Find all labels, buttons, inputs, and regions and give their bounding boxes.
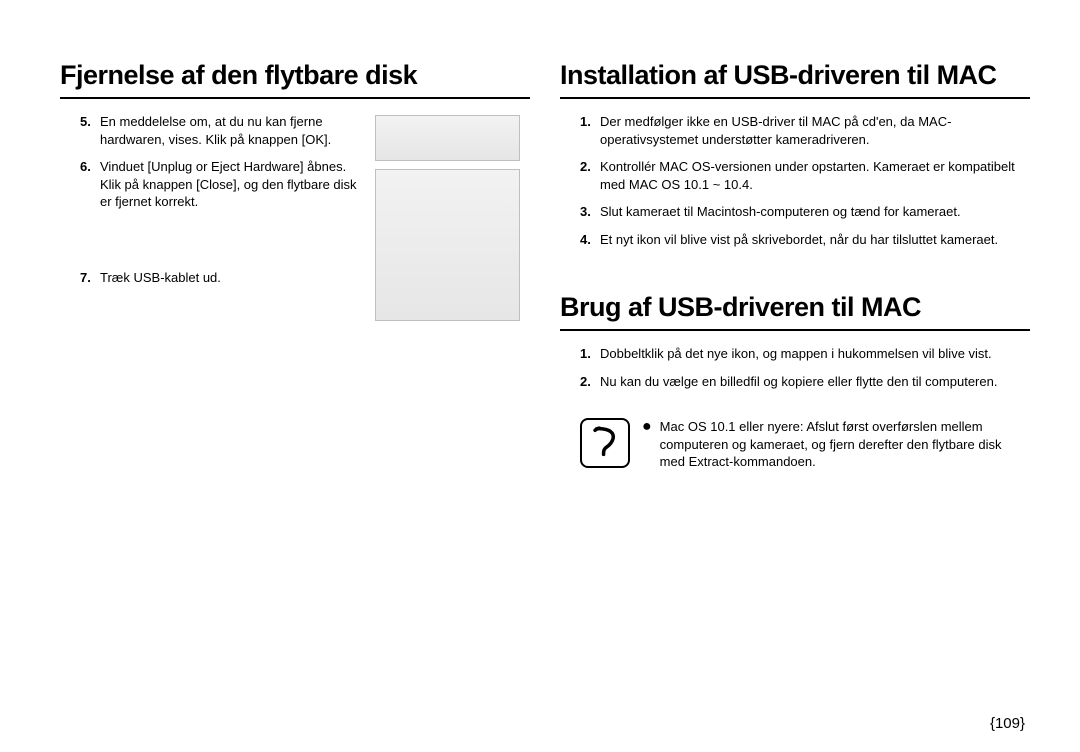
screenshot-unplug-eject-hardware	[375, 169, 520, 321]
note-text: Mac OS 10.1 eller nyere: Afslut først ov…	[660, 418, 1020, 471]
list-item: 6. Vinduet [Unplug or Eject Hardware] åb…	[80, 158, 365, 211]
right-heading-1: Installation af USB-driveren til MAC	[560, 60, 1030, 91]
note-bullet: ●	[642, 419, 652, 435]
list-item: 7. Træk USB-kablet ud.	[80, 269, 365, 287]
list-item: 3. Slut kameraet til Macintosh-computere…	[580, 203, 1020, 221]
screenshot-safe-to-remove	[375, 115, 520, 161]
step-number: 2.	[580, 373, 600, 391]
right-heading-2: Brug af USB-driveren til MAC	[560, 292, 1030, 323]
step-text: En meddelelse om, at du nu kan fjerne ha…	[100, 113, 365, 148]
list-item: 2. Kontrollér MAC OS-versionen under ops…	[580, 158, 1020, 193]
page-number: {109}	[990, 715, 1025, 732]
heading-rule	[560, 97, 1030, 99]
right-steps-2: 1. Dobbeltklik på det nye ikon, og mappe…	[580, 345, 1020, 390]
list-item: 1. Der medfølger ikke en USB-driver til …	[580, 113, 1020, 148]
step-text: Et nyt ikon vil blive vist på skrivebord…	[600, 231, 1020, 249]
step-number: 5.	[80, 113, 100, 131]
step-number: 7.	[80, 269, 100, 287]
step-number: 4.	[580, 231, 600, 249]
step-text: Vinduet [Unplug or Eject Hardware] åbnes…	[100, 158, 365, 211]
step-number: 1.	[580, 345, 600, 363]
list-item: 1. Dobbeltklik på det nye ikon, og mappe…	[580, 345, 1020, 363]
step-number: 6.	[80, 158, 100, 176]
left-heading: Fjernelse af den flytbare disk	[60, 60, 530, 91]
step-number: 3.	[580, 203, 600, 221]
left-steps: 5. En meddelelse om, at du nu kan fjerne…	[80, 113, 365, 286]
note-icon	[580, 418, 630, 468]
step-text: Nu kan du vælge en billedfil og kopiere …	[600, 373, 1020, 391]
step-number: 2.	[580, 158, 600, 176]
heading-rule	[560, 329, 1030, 331]
right-steps-1: 1. Der medfølger ikke en USB-driver til …	[580, 113, 1020, 248]
step-text: Træk USB-kablet ud.	[100, 269, 365, 287]
note-block: ● Mac OS 10.1 eller nyere: Afslut først …	[580, 418, 1020, 471]
left-column: Fjernelse af den flytbare disk 5. En med…	[60, 60, 530, 752]
step-text: Dobbeltklik på det nye ikon, og mappen i…	[600, 345, 1020, 363]
step-text: Der medfølger ikke en USB-driver til MAC…	[600, 113, 1020, 148]
right-column: Installation af USB-driveren til MAC 1. …	[560, 60, 1030, 752]
heading-rule	[60, 97, 530, 99]
list-item: 5. En meddelelse om, at du nu kan fjerne…	[80, 113, 365, 148]
list-item: 2. Nu kan du vælge en billedfil og kopie…	[580, 373, 1020, 391]
step-text: Kontrollér MAC OS-versionen under opstar…	[600, 158, 1020, 193]
list-item: 4. Et nyt ikon vil blive vist på skriveb…	[580, 231, 1020, 249]
step-text: Slut kameraet til Macintosh-computeren o…	[600, 203, 1020, 221]
step-number: 1.	[580, 113, 600, 131]
